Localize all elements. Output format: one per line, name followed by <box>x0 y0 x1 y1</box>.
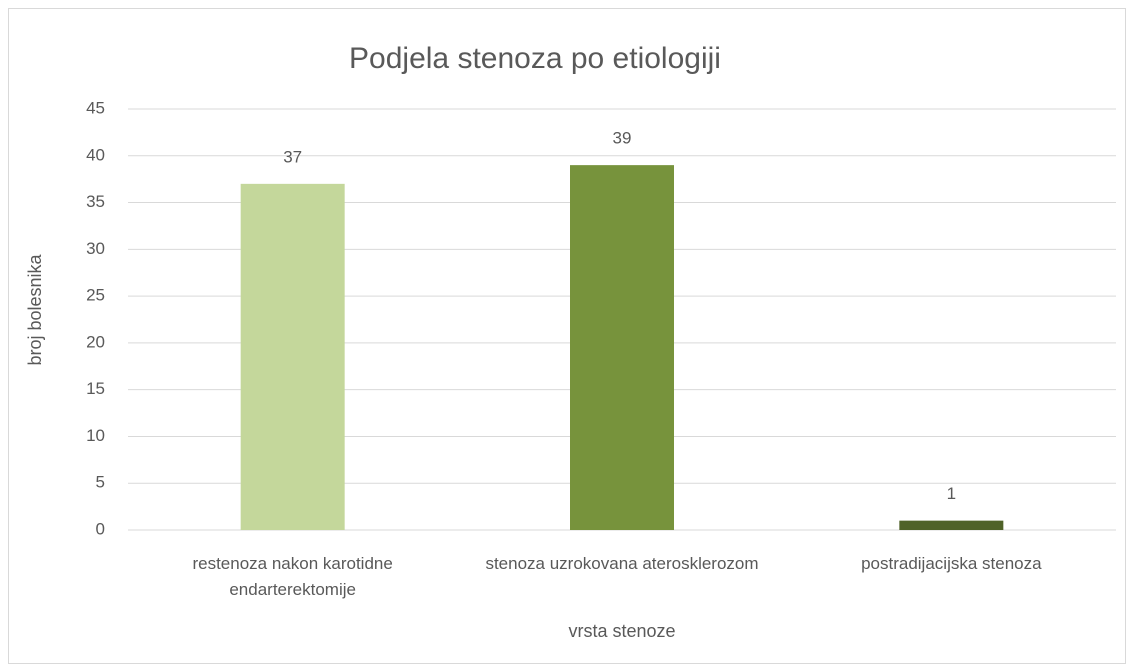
y-tick-label: 20 <box>86 332 105 351</box>
x-axis-title: vrsta stenoze <box>568 621 675 641</box>
chart-border <box>8 8 1126 664</box>
x-tick-label: postradijacijska stenoza <box>861 554 1042 573</box>
y-tick-label: 45 <box>86 98 105 117</box>
bar <box>899 520 1004 530</box>
y-tick-label: 10 <box>86 426 105 445</box>
y-tick-label: 30 <box>86 239 105 258</box>
x-tick-label: restenoza nakon karotidne endarterektomi… <box>192 554 393 599</box>
y-axis-title: broj bolesnika <box>25 253 45 365</box>
y-tick-label: 5 <box>96 473 105 492</box>
y-tick-label: 15 <box>86 379 105 398</box>
chart-title: Podjela stenoza po etiologiji <box>349 42 721 75</box>
y-tick-label: 40 <box>86 145 105 164</box>
y-tick-label: 25 <box>86 286 105 305</box>
y-tick-label: 0 <box>96 519 105 538</box>
value-label: 39 <box>613 129 632 148</box>
value-label: 1 <box>947 484 956 503</box>
bar <box>240 183 345 530</box>
y-tick-label: 35 <box>86 192 105 211</box>
bar <box>570 165 674 530</box>
value-label: 37 <box>283 147 302 166</box>
x-tick-label: stenoza uzrokovana aterosklerozom <box>485 554 759 573</box>
